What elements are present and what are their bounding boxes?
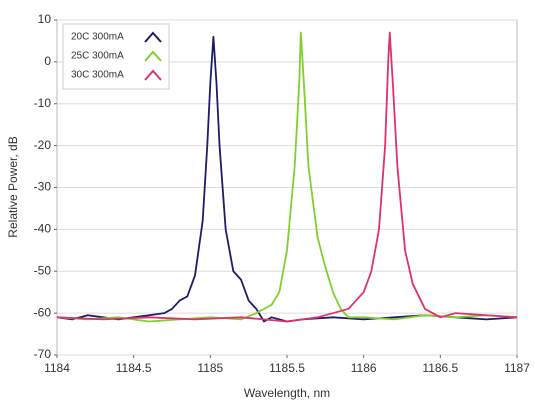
- legend-swatch: [144, 50, 162, 62]
- y-tick-label: -30: [34, 180, 52, 194]
- y-tick-label: -60: [34, 305, 52, 319]
- y-tick-label: -20: [34, 138, 52, 152]
- x-tick-label: 1184.5: [116, 361, 152, 375]
- x-tick-label: 1185.5: [269, 361, 305, 375]
- legend-label: 25C 300mA: [71, 51, 124, 62]
- x-axis-label: Wavelength, nm: [244, 386, 330, 400]
- x-tick-label: 1185: [197, 361, 223, 375]
- y-tick-label: 0: [44, 54, 51, 68]
- y-tick-label: -70: [34, 347, 52, 361]
- data-line: [56, 31, 518, 323]
- x-tick-label: 1186: [351, 361, 377, 375]
- y-tick-label: -10: [34, 96, 52, 110]
- legend-label: 30C 300mA: [71, 70, 124, 81]
- y-axis-label: Relative Power, dB: [6, 136, 20, 237]
- legend-swatch: [144, 69, 162, 81]
- x-tick-label: 1187: [504, 361, 530, 375]
- legend-label: 20C 300mA: [71, 32, 124, 43]
- data-line: [56, 35, 518, 323]
- legend-swatch: [144, 31, 162, 43]
- y-tick-label: -50: [34, 263, 52, 277]
- x-tick-label: 1186.5: [422, 361, 458, 375]
- y-tick-label: -40: [34, 222, 52, 236]
- legend: 20C 300mA 25C 300mA 30C 300mA: [62, 23, 170, 90]
- x-tick-label: 1184: [44, 361, 70, 375]
- y-tick-label: 10: [38, 12, 52, 26]
